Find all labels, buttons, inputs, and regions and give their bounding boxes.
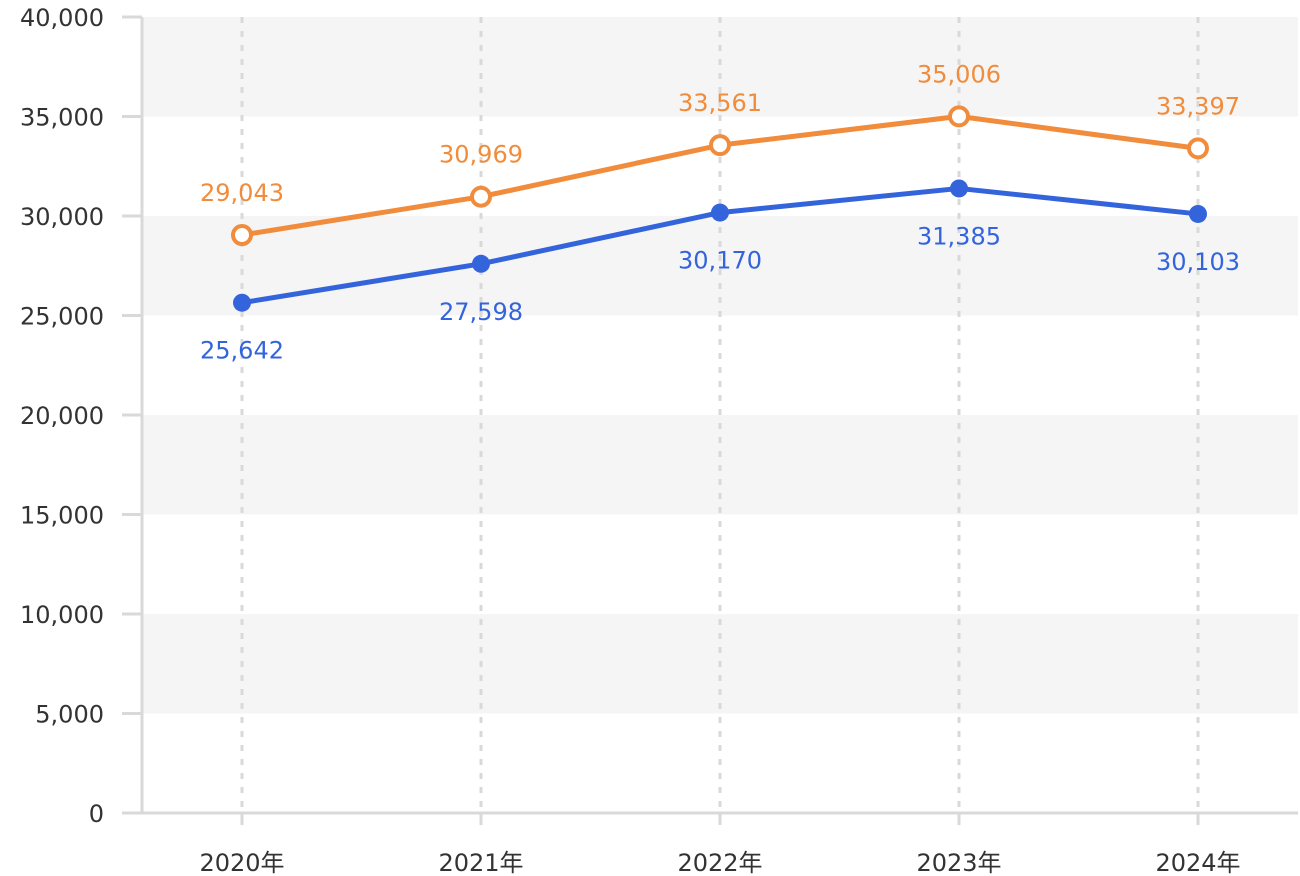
data-point (948, 105, 970, 128)
data-point (233, 293, 251, 312)
data-label: 30,969 (439, 141, 523, 169)
series-1: 29,043 30,969 33,561 35,006 33,397 (200, 60, 1240, 247)
y-tick-label: 40,000 (20, 4, 104, 32)
data-point (950, 179, 968, 198)
y-tick-label: 30,000 (20, 203, 104, 231)
data-label: 35,006 (917, 60, 1001, 88)
data-point (470, 185, 492, 208)
y-axis-tick-labels: 0 5,000 10,000 15,000 20,000 25,000 30,000 35,0… (20, 4, 104, 828)
data-label: 30,103 (1156, 248, 1240, 276)
x-tick-label: 2021年 (438, 849, 523, 876)
data-label: 25,642 (200, 337, 284, 365)
x-axis-tick-labels: 2020年 2021年 2022年 2023年 2024年 (199, 849, 1240, 876)
x-tick-label: 2022年 (677, 849, 762, 876)
y-tick-label: 10,000 (20, 601, 104, 629)
grid-band (142, 415, 1298, 515)
data-point (1189, 204, 1207, 223)
y-tick-label: 5,000 (35, 701, 104, 729)
x-tick-label: 2023年 (916, 849, 1001, 876)
data-label: 33,561 (678, 89, 762, 117)
y-tick-label: 35,000 (20, 104, 104, 132)
y-tick-label: 0 (89, 800, 104, 828)
data-point (711, 203, 729, 222)
data-label: 33,397 (1156, 92, 1240, 120)
data-label: 29,043 (200, 179, 284, 207)
x-tick-label: 2024年 (1155, 849, 1240, 876)
x-tick-label: 2020年 (199, 849, 284, 876)
data-label: 31,385 (917, 222, 1001, 250)
y-tick-label: 15,000 (20, 502, 104, 530)
y-tick-label: 20,000 (20, 402, 104, 430)
series-2: 25,642 27,598 30,170 31,385 30,103 (200, 179, 1240, 365)
data-label: 30,170 (678, 247, 762, 275)
data-point (1187, 137, 1209, 160)
axes (122, 15, 1298, 825)
series-group: 29,043 30,969 33,561 35,006 33,397 25,642 27,5… (200, 60, 1240, 364)
data-point (472, 254, 490, 273)
data-point (231, 224, 253, 247)
vertical-gridlines (240, 17, 1200, 813)
y-tick-label: 25,000 (20, 303, 104, 331)
data-point (709, 134, 731, 157)
data-label: 27,598 (439, 298, 523, 326)
